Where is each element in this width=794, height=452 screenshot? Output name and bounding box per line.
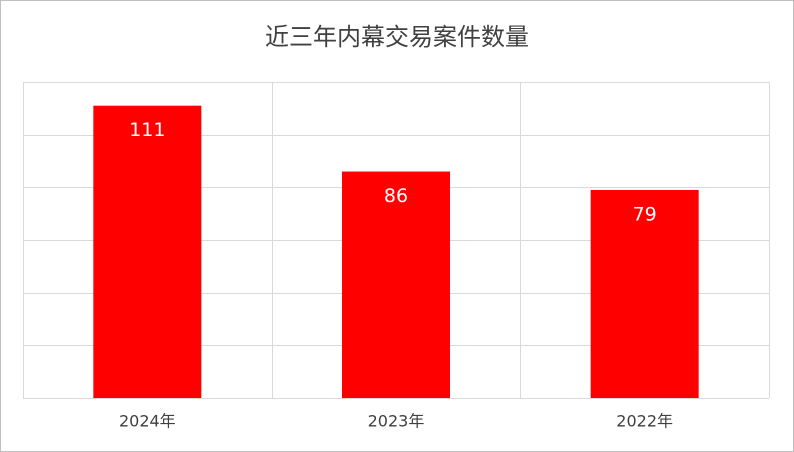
data-label: 86 [384,185,408,207]
x-tick-label: 2024年 [119,412,176,431]
bar [93,105,202,398]
data-label: 111 [129,119,165,141]
x-tick-label: 2022年 [616,412,673,431]
bar [590,189,699,398]
chart-title: 近三年内幕交易案件数量 [265,23,529,51]
data-label: 79 [633,203,657,225]
x-tick-label: 2023年 [368,412,425,431]
bar [342,171,450,398]
